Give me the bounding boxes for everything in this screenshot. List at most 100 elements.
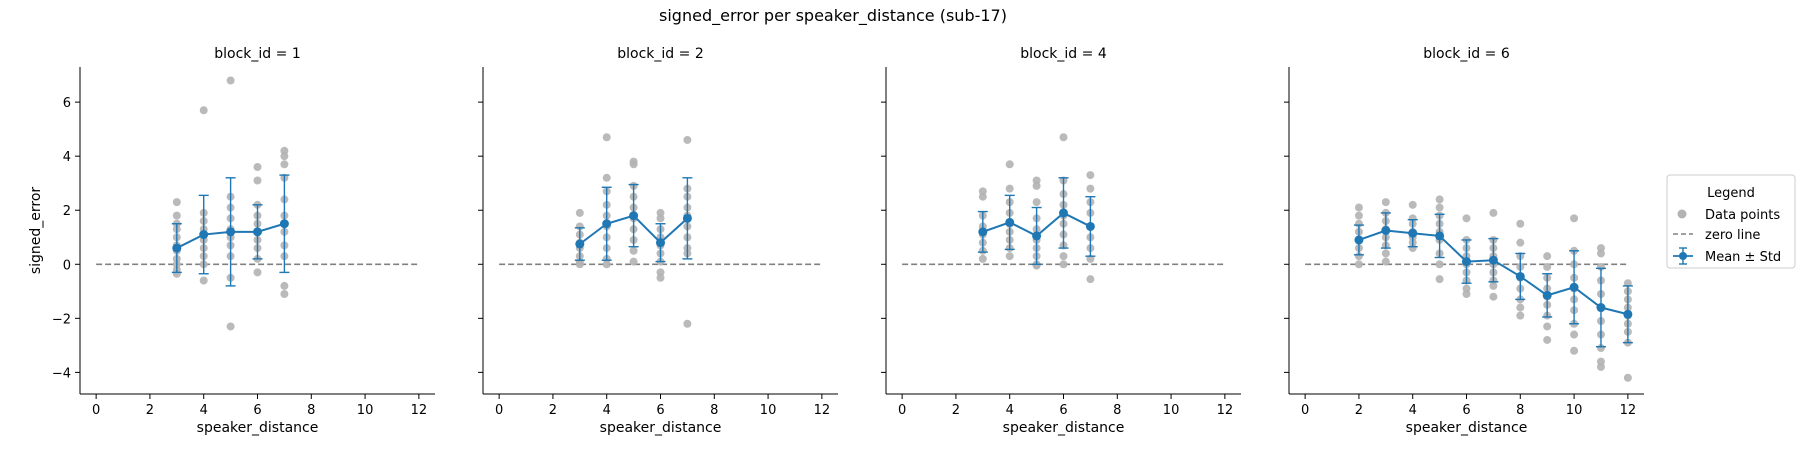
mean-point: [1059, 208, 1068, 218]
mean-point: [1569, 282, 1579, 292]
data-point: [172, 211, 181, 220]
x-tick-label: 10: [1566, 403, 1583, 418]
data-point: [1408, 200, 1417, 209]
mean-point: [1542, 290, 1552, 300]
x-tick-label: 8: [1113, 403, 1121, 418]
data-point: [1381, 198, 1390, 207]
x-tick-label: 2: [146, 403, 154, 418]
data-point: [1462, 214, 1471, 223]
mean-point: [226, 227, 236, 237]
data-point: [1570, 346, 1579, 355]
y-tick-label: −4: [52, 366, 71, 381]
data-point: [253, 176, 262, 185]
mean-point: [629, 211, 639, 221]
x-tick-label: 10: [357, 403, 374, 418]
x-tick-label: 6: [1462, 403, 1470, 418]
x-axis-label: speaker_distance: [600, 420, 722, 436]
mean-point: [253, 227, 262, 237]
data-point: [1005, 252, 1014, 261]
x-tick-label: 0: [1301, 403, 1309, 418]
panel-1: block_id = 1 0 2 4 6 8 10 12 −4 −2 0 2 4 6 speaker_dis…: [28, 46, 435, 436]
data-point: [1543, 322, 1552, 331]
data-point: [1516, 238, 1525, 247]
data-point: [629, 160, 638, 169]
mean-point: [656, 238, 665, 248]
mean-point: [1005, 217, 1015, 227]
data-point: [1623, 279, 1632, 288]
x-tick-label: 6: [1059, 403, 1067, 418]
data-point: [978, 192, 987, 201]
panel-2: block_id = 2 0 2 4 6 8 10 12 speaker_distance: [478, 46, 838, 436]
data-point: [602, 133, 611, 142]
data-point: [1086, 275, 1095, 284]
legend-label-zero-line: zero line: [1705, 228, 1760, 243]
x-tick-label: 8: [710, 403, 718, 418]
mean-point: [1435, 231, 1445, 241]
x-tick-label: 12: [411, 403, 428, 418]
y-tick-label: 6: [63, 96, 71, 111]
y-tick-label: −2: [52, 312, 71, 327]
data-point: [602, 260, 611, 269]
data-point: [1596, 362, 1605, 371]
y-tick-label: 0: [63, 258, 71, 273]
x-tick-label: 10: [760, 403, 777, 418]
mean-point: [1623, 309, 1633, 319]
mean-point: [575, 239, 585, 249]
panel-title: block_id = 6: [1423, 46, 1510, 62]
y-tick-label: 4: [63, 150, 71, 165]
data-point: [1086, 171, 1095, 180]
mean-point: [1515, 271, 1525, 281]
data-point: [1059, 260, 1068, 269]
data-point: [1005, 184, 1014, 193]
data-point: [1032, 181, 1041, 190]
data-point: [280, 290, 289, 299]
data-point: [1354, 203, 1363, 212]
x-tick-label: 0: [92, 403, 100, 418]
x-tick-label: 2: [952, 403, 960, 418]
data-point: [280, 152, 289, 161]
data-point: [1516, 219, 1525, 228]
mean-point: [172, 243, 182, 253]
data-point: [1354, 260, 1363, 269]
y-axis-label: signed_error: [28, 187, 44, 275]
data-point: [629, 257, 638, 266]
data-point: [1435, 260, 1444, 269]
data-point: [602, 173, 611, 182]
figure-title: signed_error per speaker_distance (sub-1…: [659, 6, 1007, 26]
data-point: [1596, 249, 1605, 258]
x-tick-label: 0: [495, 403, 503, 418]
x-tick-label: 12: [1217, 403, 1234, 418]
x-tick-label: 4: [200, 403, 208, 418]
data-point: [683, 319, 692, 328]
x-tick-label: 12: [814, 403, 831, 418]
mean-point: [1488, 255, 1498, 265]
data-point: [1489, 281, 1498, 290]
mean-point: [1032, 231, 1042, 241]
legend: Legend Data points zero line Mean ± Std: [1666, 174, 1796, 269]
data-point: [199, 106, 208, 115]
data-point: [1462, 290, 1471, 299]
x-tick-label: 2: [1355, 403, 1363, 418]
x-tick-label: 4: [1006, 403, 1014, 418]
mean-point: [1085, 221, 1095, 231]
data-point: [1516, 303, 1525, 312]
data-point: [1543, 252, 1552, 261]
panels: block_id = 1 0 2 4 6 8 10 12 −4 −2 0 2 4 6 speaker_dis…: [28, 46, 1644, 436]
data-point: [253, 268, 262, 277]
data-point: [1489, 292, 1498, 301]
x-tick-label: 8: [307, 403, 315, 418]
x-tick-label: 8: [1516, 403, 1524, 418]
x-tick-label: 4: [1409, 403, 1417, 418]
x-axis-label: speaker_distance: [1003, 420, 1125, 436]
data-point: [1516, 311, 1525, 320]
data-point: [172, 198, 181, 207]
legend-label-data-points: Data points: [1705, 208, 1780, 223]
x-tick-label: 6: [253, 403, 261, 418]
mean-point: [602, 219, 612, 229]
data-point: [280, 281, 289, 290]
data-point: [1623, 373, 1632, 382]
data-point: [1086, 254, 1095, 263]
data-point: [199, 276, 208, 285]
data-point: [1435, 275, 1444, 284]
data-point: [280, 160, 289, 169]
